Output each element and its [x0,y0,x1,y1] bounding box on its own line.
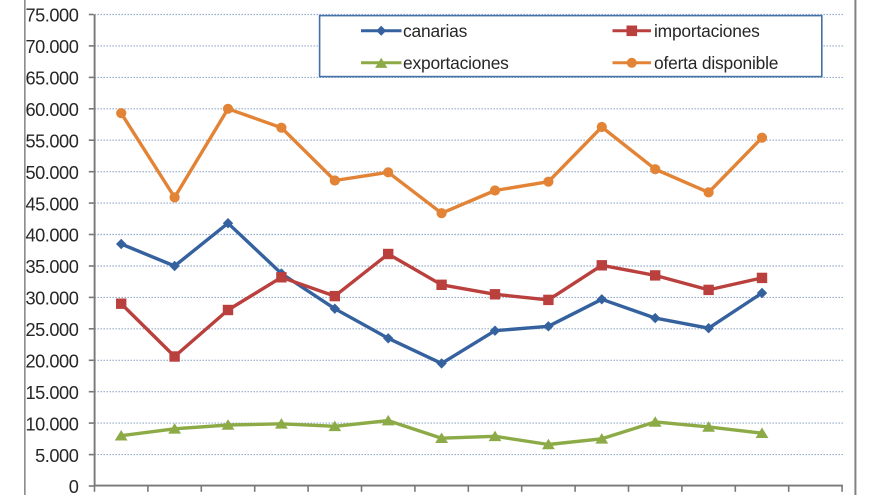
svg-text:25.000: 25.000 [25,320,78,340]
svg-text:50.000: 50.000 [25,163,78,183]
svg-text:5.000: 5.000 [35,446,79,466]
svg-text:30.000: 30.000 [25,289,78,309]
svg-text:importaciones: importaciones [654,21,760,41]
svg-text:45.000: 45.000 [25,194,78,214]
svg-text:35.000: 35.000 [25,257,78,277]
svg-text:40.000: 40.000 [25,226,78,246]
svg-text:70.000: 70.000 [25,37,78,57]
svg-text:55.000: 55.000 [25,131,78,151]
svg-text:75.000: 75.000 [25,6,78,26]
svg-text:65.000: 65.000 [25,69,78,89]
svg-text:10.000: 10.000 [25,414,78,434]
svg-text:oferta disponible: oferta disponible [654,53,778,73]
svg-text:15.000: 15.000 [25,383,78,403]
svg-text:60.000: 60.000 [25,100,78,120]
svg-text:0: 0 [69,477,79,495]
svg-text:exportaciones: exportaciones [403,53,509,73]
svg-text:20.000: 20.000 [25,352,78,372]
svg-text:canarias: canarias [403,21,468,41]
